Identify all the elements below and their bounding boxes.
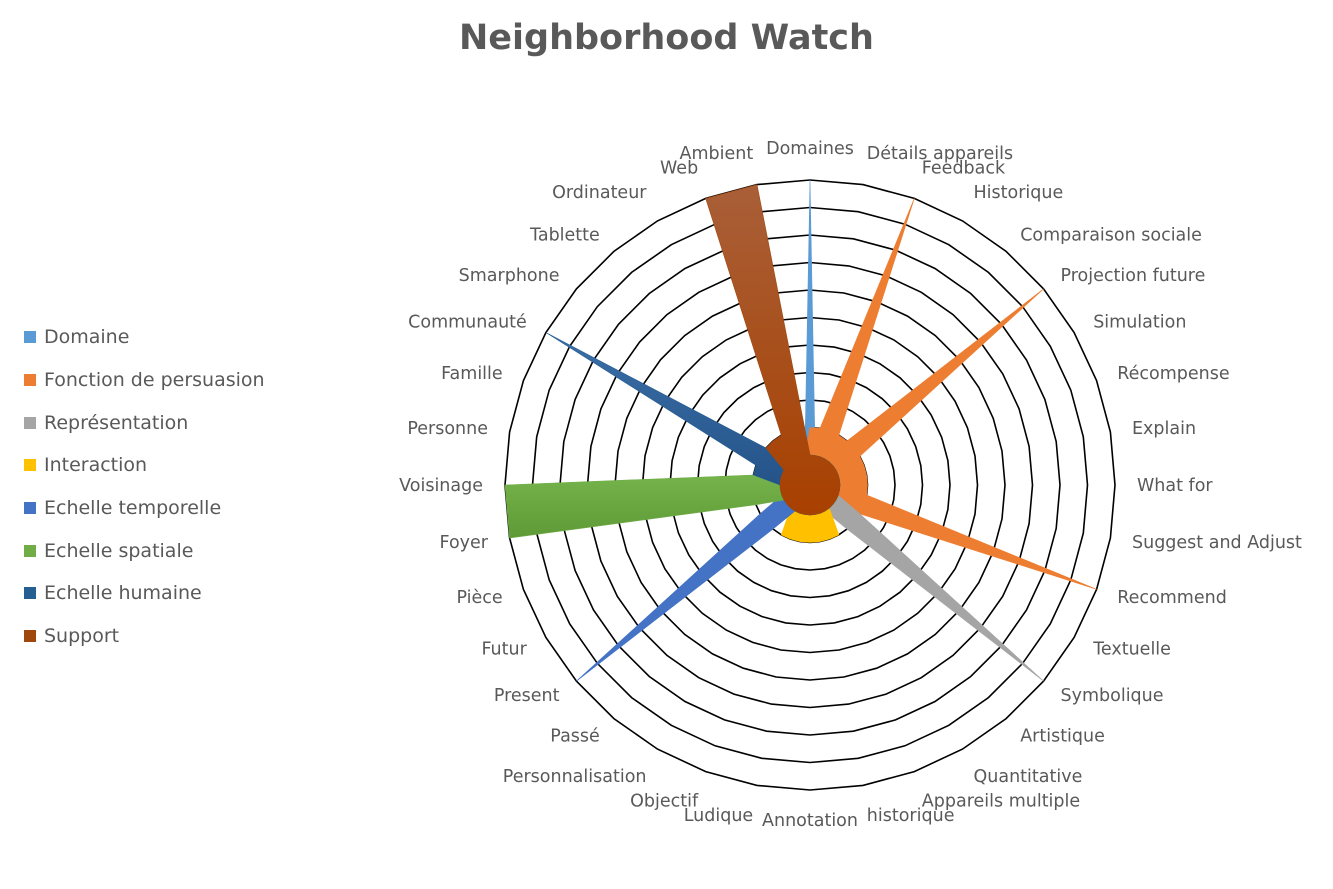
category-label-ambient: Ambient [679, 144, 753, 164]
category-label-simulation: Simulation [1093, 313, 1186, 333]
legend-item-domaine: Domaine [24, 316, 265, 359]
legend-item-interaction: Interaction [24, 444, 265, 487]
category-label-foyer: Foyer [440, 533, 489, 553]
category-label-textuelle: Textuelle [1092, 640, 1171, 660]
legend: Domaine Fonction de persuasion Représentat… [24, 316, 265, 658]
category-label-symbolique: Symbolique [1061, 686, 1164, 706]
legend-label: Fonction de persuasion [44, 369, 265, 392]
legend-swatch [24, 416, 36, 429]
series-area-support [705, 184, 841, 516]
series-layer [504, 179, 1097, 682]
category-label-ludique: Ludique [684, 806, 753, 826]
category-label-recommend: Recommend [1117, 588, 1227, 608]
category-label-voisinage: Voisinage [399, 476, 483, 496]
legend-label: Echelle spatiale [44, 539, 194, 562]
category-label-annotation: Annotation [762, 811, 858, 831]
legend-swatch [24, 459, 36, 472]
legend-label: Représentation [44, 411, 189, 434]
category-label-feedback: Feedback [922, 159, 1006, 179]
category-label-personne: Personne [407, 419, 488, 439]
category-label-details-appareils: Détails appareils [867, 144, 1013, 164]
category-label-artistique: Artistique [1020, 727, 1105, 747]
category-label-objectif: Objectif [630, 791, 699, 811]
legend-item-fonction-de-persuasion: Fonction de persuasion [24, 359, 265, 402]
category-label-historique: Historique [974, 183, 1064, 203]
category-label-present: Present [494, 686, 560, 706]
legend-label: Domaine [44, 326, 130, 349]
category-label-futur: Futur [481, 640, 527, 660]
category-label-appareils-multiple: Appareils multiple [922, 791, 1080, 811]
legend-swatch [24, 502, 36, 515]
category-label-ordinateur: Ordinateur [552, 183, 647, 203]
category-label-piece: Pièce [457, 588, 503, 608]
category-label-projection-future: Projection future [1061, 266, 1206, 286]
category-label-famille: Famille [441, 364, 503, 384]
legend-swatch [24, 331, 36, 344]
legend-label: Echelle temporelle [44, 497, 222, 520]
category-label-suggest-and-adjust: Suggest and Adjust [1132, 533, 1302, 553]
category-label-tablette: Tablette [529, 226, 600, 246]
category-label-explain: Explain [1132, 419, 1196, 439]
category-label-what-for: What for [1137, 476, 1213, 496]
category-label-communaute: Communauté [408, 313, 527, 333]
category-label-historique: historique [867, 806, 955, 826]
legend-item-echelle-humaine: Echelle humaine [24, 572, 265, 615]
legend-swatch [24, 587, 36, 600]
chart-title: Neighborhood Watch [459, 18, 874, 58]
legend-item-echelle-spatiale: Echelle spatiale [24, 529, 265, 572]
legend-swatch [24, 374, 36, 387]
legend-swatch [24, 630, 36, 643]
category-label-passe: Passé [550, 727, 600, 747]
legend-label: Support [44, 625, 120, 648]
legend-item-echelle-temporelle: Echelle temporelle [24, 487, 265, 530]
category-label-quantitative: Quantitative [974, 767, 1083, 787]
legend-item-support: Support [24, 615, 265, 658]
category-label-web: Web [660, 159, 698, 179]
category-label-domaines: Domaines [766, 139, 854, 159]
category-label-smarphone: Smarphone [459, 266, 560, 286]
legend-label: Interaction [44, 454, 148, 477]
legend-item-representation: Représentation [24, 401, 265, 444]
legend-swatch [24, 544, 36, 557]
category-label-comparaison-sociale: Comparaison sociale [1020, 226, 1202, 246]
category-label-personnalisation: Personnalisation [503, 767, 647, 787]
legend-label: Echelle humaine [44, 582, 202, 605]
category-label-recompense: Récompense [1117, 364, 1229, 384]
